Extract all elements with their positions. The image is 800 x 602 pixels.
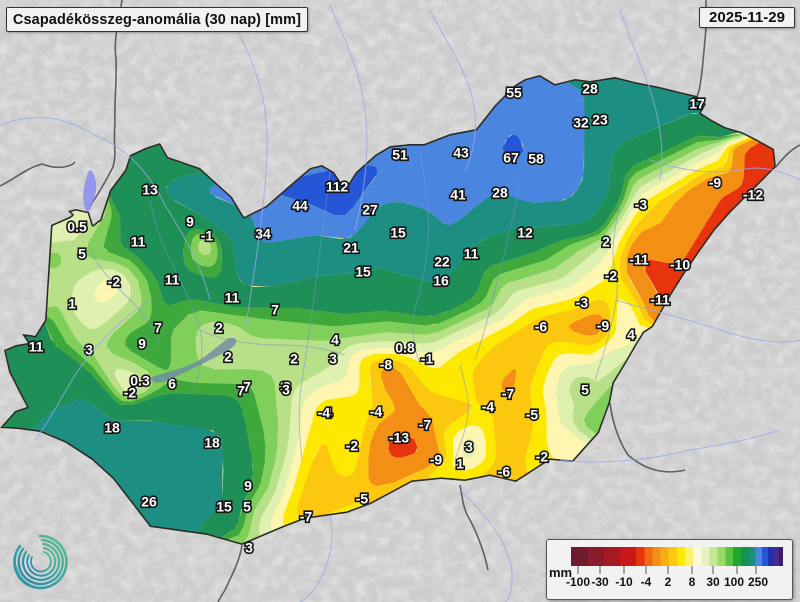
svg-text:5: 5 bbox=[78, 246, 86, 262]
svg-text:7: 7 bbox=[243, 379, 251, 395]
svg-text:1: 1 bbox=[68, 296, 76, 312]
svg-text:23: 23 bbox=[592, 112, 608, 128]
svg-text:9: 9 bbox=[244, 478, 252, 494]
svg-text:15: 15 bbox=[355, 264, 371, 280]
svg-text:28: 28 bbox=[492, 185, 508, 201]
svg-text:34: 34 bbox=[255, 226, 271, 242]
svg-text:-2: -2 bbox=[108, 274, 121, 290]
svg-text:21: 21 bbox=[343, 240, 359, 256]
svg-text:9: 9 bbox=[138, 336, 146, 352]
svg-text:22: 22 bbox=[434, 254, 450, 270]
svg-text:11: 11 bbox=[165, 272, 180, 288]
svg-text:-12: -12 bbox=[743, 187, 763, 203]
svg-text:-9: -9 bbox=[597, 318, 610, 334]
svg-text:-7: -7 bbox=[502, 386, 515, 402]
svg-text:27: 27 bbox=[362, 202, 378, 218]
svg-text:28: 28 bbox=[582, 81, 598, 97]
svg-text:17: 17 bbox=[689, 96, 705, 112]
svg-text:41: 41 bbox=[450, 187, 466, 203]
svg-text:-10: -10 bbox=[670, 257, 690, 273]
svg-text:2: 2 bbox=[215, 320, 223, 336]
svg-text:11: 11 bbox=[464, 246, 479, 262]
svg-text:43: 43 bbox=[453, 145, 469, 161]
svg-text:-3: -3 bbox=[576, 295, 589, 311]
svg-text:9: 9 bbox=[186, 214, 194, 230]
svg-text:5: 5 bbox=[581, 382, 589, 398]
svg-text:0.5: 0.5 bbox=[67, 219, 87, 235]
svg-text:16: 16 bbox=[433, 273, 449, 289]
svg-text:-1: -1 bbox=[421, 351, 434, 367]
svg-text:-6: -6 bbox=[535, 319, 548, 335]
svg-text:4: 4 bbox=[627, 327, 635, 343]
svg-text:-9: -9 bbox=[430, 452, 443, 468]
svg-text:-2: -2 bbox=[605, 268, 618, 284]
svg-text:1: 1 bbox=[456, 456, 464, 472]
svg-text:-2: -2 bbox=[346, 438, 359, 454]
svg-text:2: 2 bbox=[290, 351, 298, 367]
svg-text:3: 3 bbox=[465, 439, 473, 455]
svg-text:-11: -11 bbox=[650, 292, 670, 308]
svg-text:112: 112 bbox=[326, 179, 349, 195]
svg-text:-4: -4 bbox=[370, 404, 383, 420]
svg-text:-6: -6 bbox=[498, 464, 511, 480]
svg-text:-4: -4 bbox=[318, 405, 331, 421]
svg-text:-4: -4 bbox=[482, 399, 495, 415]
svg-text:15: 15 bbox=[216, 499, 232, 515]
svg-text:15: 15 bbox=[390, 225, 406, 241]
svg-text:-9: -9 bbox=[709, 175, 722, 191]
svg-text:67: 67 bbox=[503, 150, 519, 166]
svg-text:18: 18 bbox=[204, 435, 220, 451]
svg-text:13: 13 bbox=[142, 182, 158, 198]
svg-text:18: 18 bbox=[104, 420, 120, 436]
svg-text:4: 4 bbox=[331, 332, 339, 348]
svg-text:-2: -2 bbox=[124, 385, 137, 401]
svg-text:3: 3 bbox=[282, 382, 290, 398]
svg-text:11: 11 bbox=[225, 290, 240, 306]
svg-text:51: 51 bbox=[392, 147, 408, 163]
svg-text:7: 7 bbox=[271, 302, 279, 318]
svg-text:-2: -2 bbox=[536, 449, 549, 465]
svg-text:-13: -13 bbox=[389, 430, 409, 446]
svg-text:26: 26 bbox=[141, 494, 157, 510]
svg-text:3: 3 bbox=[245, 540, 253, 556]
svg-text:7: 7 bbox=[154, 320, 162, 336]
svg-text:-8: -8 bbox=[380, 357, 393, 373]
svg-text:-5: -5 bbox=[356, 491, 369, 507]
svg-text:-7: -7 bbox=[419, 417, 432, 433]
svg-text:-3: -3 bbox=[635, 197, 648, 213]
svg-text:2: 2 bbox=[602, 234, 610, 250]
svg-text:32: 32 bbox=[573, 115, 589, 131]
svg-text:-5: -5 bbox=[526, 407, 539, 423]
svg-text:44: 44 bbox=[292, 198, 308, 214]
svg-text:58: 58 bbox=[528, 151, 544, 167]
svg-text:55: 55 bbox=[506, 85, 522, 101]
svg-text:-7: -7 bbox=[300, 509, 313, 525]
svg-text:3: 3 bbox=[329, 351, 337, 367]
svg-text:11: 11 bbox=[29, 339, 44, 355]
svg-text:0.8: 0.8 bbox=[395, 340, 415, 356]
svg-text:11: 11 bbox=[131, 234, 146, 250]
svg-text:5: 5 bbox=[243, 499, 251, 515]
svg-text:-11: -11 bbox=[629, 252, 649, 268]
svg-text:12: 12 bbox=[517, 225, 533, 241]
svg-text:-1: -1 bbox=[201, 228, 214, 244]
